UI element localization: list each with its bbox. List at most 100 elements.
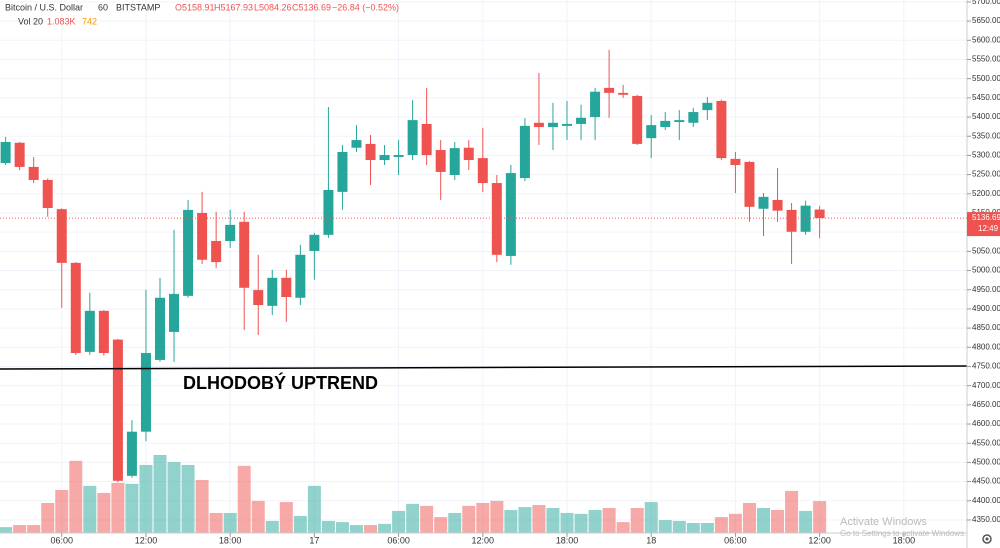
- volume-bar: [700, 522, 714, 533]
- volume-bar: [55, 490, 69, 533]
- y-tick-label: 5250.00: [972, 170, 1000, 179]
- volume-bar: [0, 527, 13, 533]
- candle-body: [337, 151, 348, 192]
- y-tick-label: 4950.00: [972, 285, 1000, 294]
- candle-body: [253, 290, 264, 306]
- volume-bar: [195, 479, 209, 533]
- volume-bar: [546, 507, 560, 533]
- candle-body: [660, 120, 671, 128]
- volume-bar: [97, 492, 111, 533]
- candle-body: [674, 120, 685, 123]
- volume-bar: [518, 507, 532, 533]
- x-tick-label: 18: [646, 535, 656, 545]
- candle-body: [800, 205, 811, 232]
- x-tick-label: 12:00: [135, 535, 158, 545]
- volume-ma: 742: [82, 16, 97, 26]
- y-tick-label: 4850.00: [972, 323, 1000, 332]
- candle-body: [169, 293, 180, 332]
- candle-body: [547, 122, 558, 128]
- volume-bar: [139, 464, 153, 533]
- candle-body: [562, 123, 573, 126]
- candle-body: [505, 173, 516, 256]
- candle-body: [421, 123, 432, 156]
- volume-bar: [644, 502, 658, 533]
- candle-body: [407, 120, 418, 156]
- candle-body: [351, 140, 362, 148]
- grid: [0, 0, 967, 533]
- volume-bar: [420, 505, 434, 533]
- candle-body: [632, 95, 643, 144]
- candle-body: [449, 148, 460, 175]
- candle-body: [239, 221, 250, 288]
- volume-bar: [111, 482, 125, 533]
- volume-bar: [574, 513, 588, 533]
- candle-body: [491, 183, 502, 255]
- candle-body: [154, 297, 165, 360]
- volume-bar: [265, 520, 279, 533]
- y-tick-label: 5350.00: [972, 131, 1000, 140]
- candle-body: [730, 158, 741, 166]
- volume-bar: [307, 485, 321, 533]
- volume-bar: [392, 510, 406, 533]
- volume-bar: [686, 522, 700, 533]
- volume-bar: [293, 515, 307, 533]
- volume-bar: [209, 512, 223, 533]
- candle-body: [0, 141, 11, 164]
- volume-bar: [714, 517, 728, 533]
- x-tick-label: 06:00: [50, 535, 73, 545]
- ohlc-close: C5136.69: [292, 2, 331, 12]
- y-tick-label: 4800.00: [972, 342, 1000, 351]
- volume-bar: [658, 520, 672, 533]
- volume-bar: [672, 520, 686, 533]
- y-tick-label: 5050.00: [972, 246, 1000, 255]
- volume-bar: [756, 507, 770, 533]
- y-tick-label: 5500.00: [972, 74, 1000, 83]
- x-tick-label: 18:00: [219, 535, 242, 545]
- symbol: Bitcoin / U.S. Dollar: [5, 2, 83, 12]
- x-tick-label: 06:00: [387, 535, 410, 545]
- volume-bar: [364, 525, 378, 533]
- exchange: BITSTAMP: [116, 2, 160, 12]
- volume-bar: [630, 507, 644, 533]
- interval: 60: [98, 2, 108, 12]
- y-tick-label: 5450.00: [972, 93, 1000, 102]
- candle-body: [519, 125, 530, 179]
- y-tick-label: 5400.00: [972, 112, 1000, 121]
- volume-bar: [83, 485, 97, 533]
- candle-body: [618, 92, 629, 95]
- ohlc-low: L5084.26: [254, 2, 292, 12]
- candle-body: [225, 224, 236, 241]
- volume-bar: [560, 512, 574, 533]
- candle-body: [295, 254, 306, 298]
- volume-bar: [813, 501, 827, 533]
- settings-icon[interactable]: [982, 534, 992, 544]
- volume-bar: [448, 512, 462, 533]
- volume-bar: [279, 502, 293, 533]
- y-tick-label: 4550.00: [972, 438, 1000, 447]
- annotation: DLHODOBÝ UPTREND: [183, 372, 378, 393]
- y-tick-label: 5700.00: [972, 0, 1000, 6]
- y-tick-label: 5600.00: [972, 35, 1000, 44]
- y-tick-label: 4900.00: [972, 304, 1000, 313]
- candle-body: [772, 199, 783, 211]
- volume-bar: [742, 502, 756, 533]
- candle-body: [140, 353, 151, 432]
- last-price-label: 5136.69: [972, 213, 1000, 222]
- volume-bar: [181, 464, 195, 533]
- volume-bar: [223, 512, 237, 533]
- candle-body: [716, 100, 727, 159]
- candle-body: [477, 158, 488, 184]
- x-tick-label: 18:00: [556, 535, 579, 545]
- volume-bar: [504, 510, 518, 533]
- candle-body: [463, 147, 474, 161]
- candle-body: [183, 209, 194, 296]
- volume-bar: [476, 502, 490, 533]
- candle-body: [14, 142, 25, 167]
- y-tick-label: 4450.00: [972, 477, 1000, 486]
- candle-body: [702, 102, 713, 111]
- x-tick-label: 12:00: [808, 535, 831, 545]
- candle-body: [126, 431, 137, 476]
- volume-value: 1.083K: [47, 16, 76, 26]
